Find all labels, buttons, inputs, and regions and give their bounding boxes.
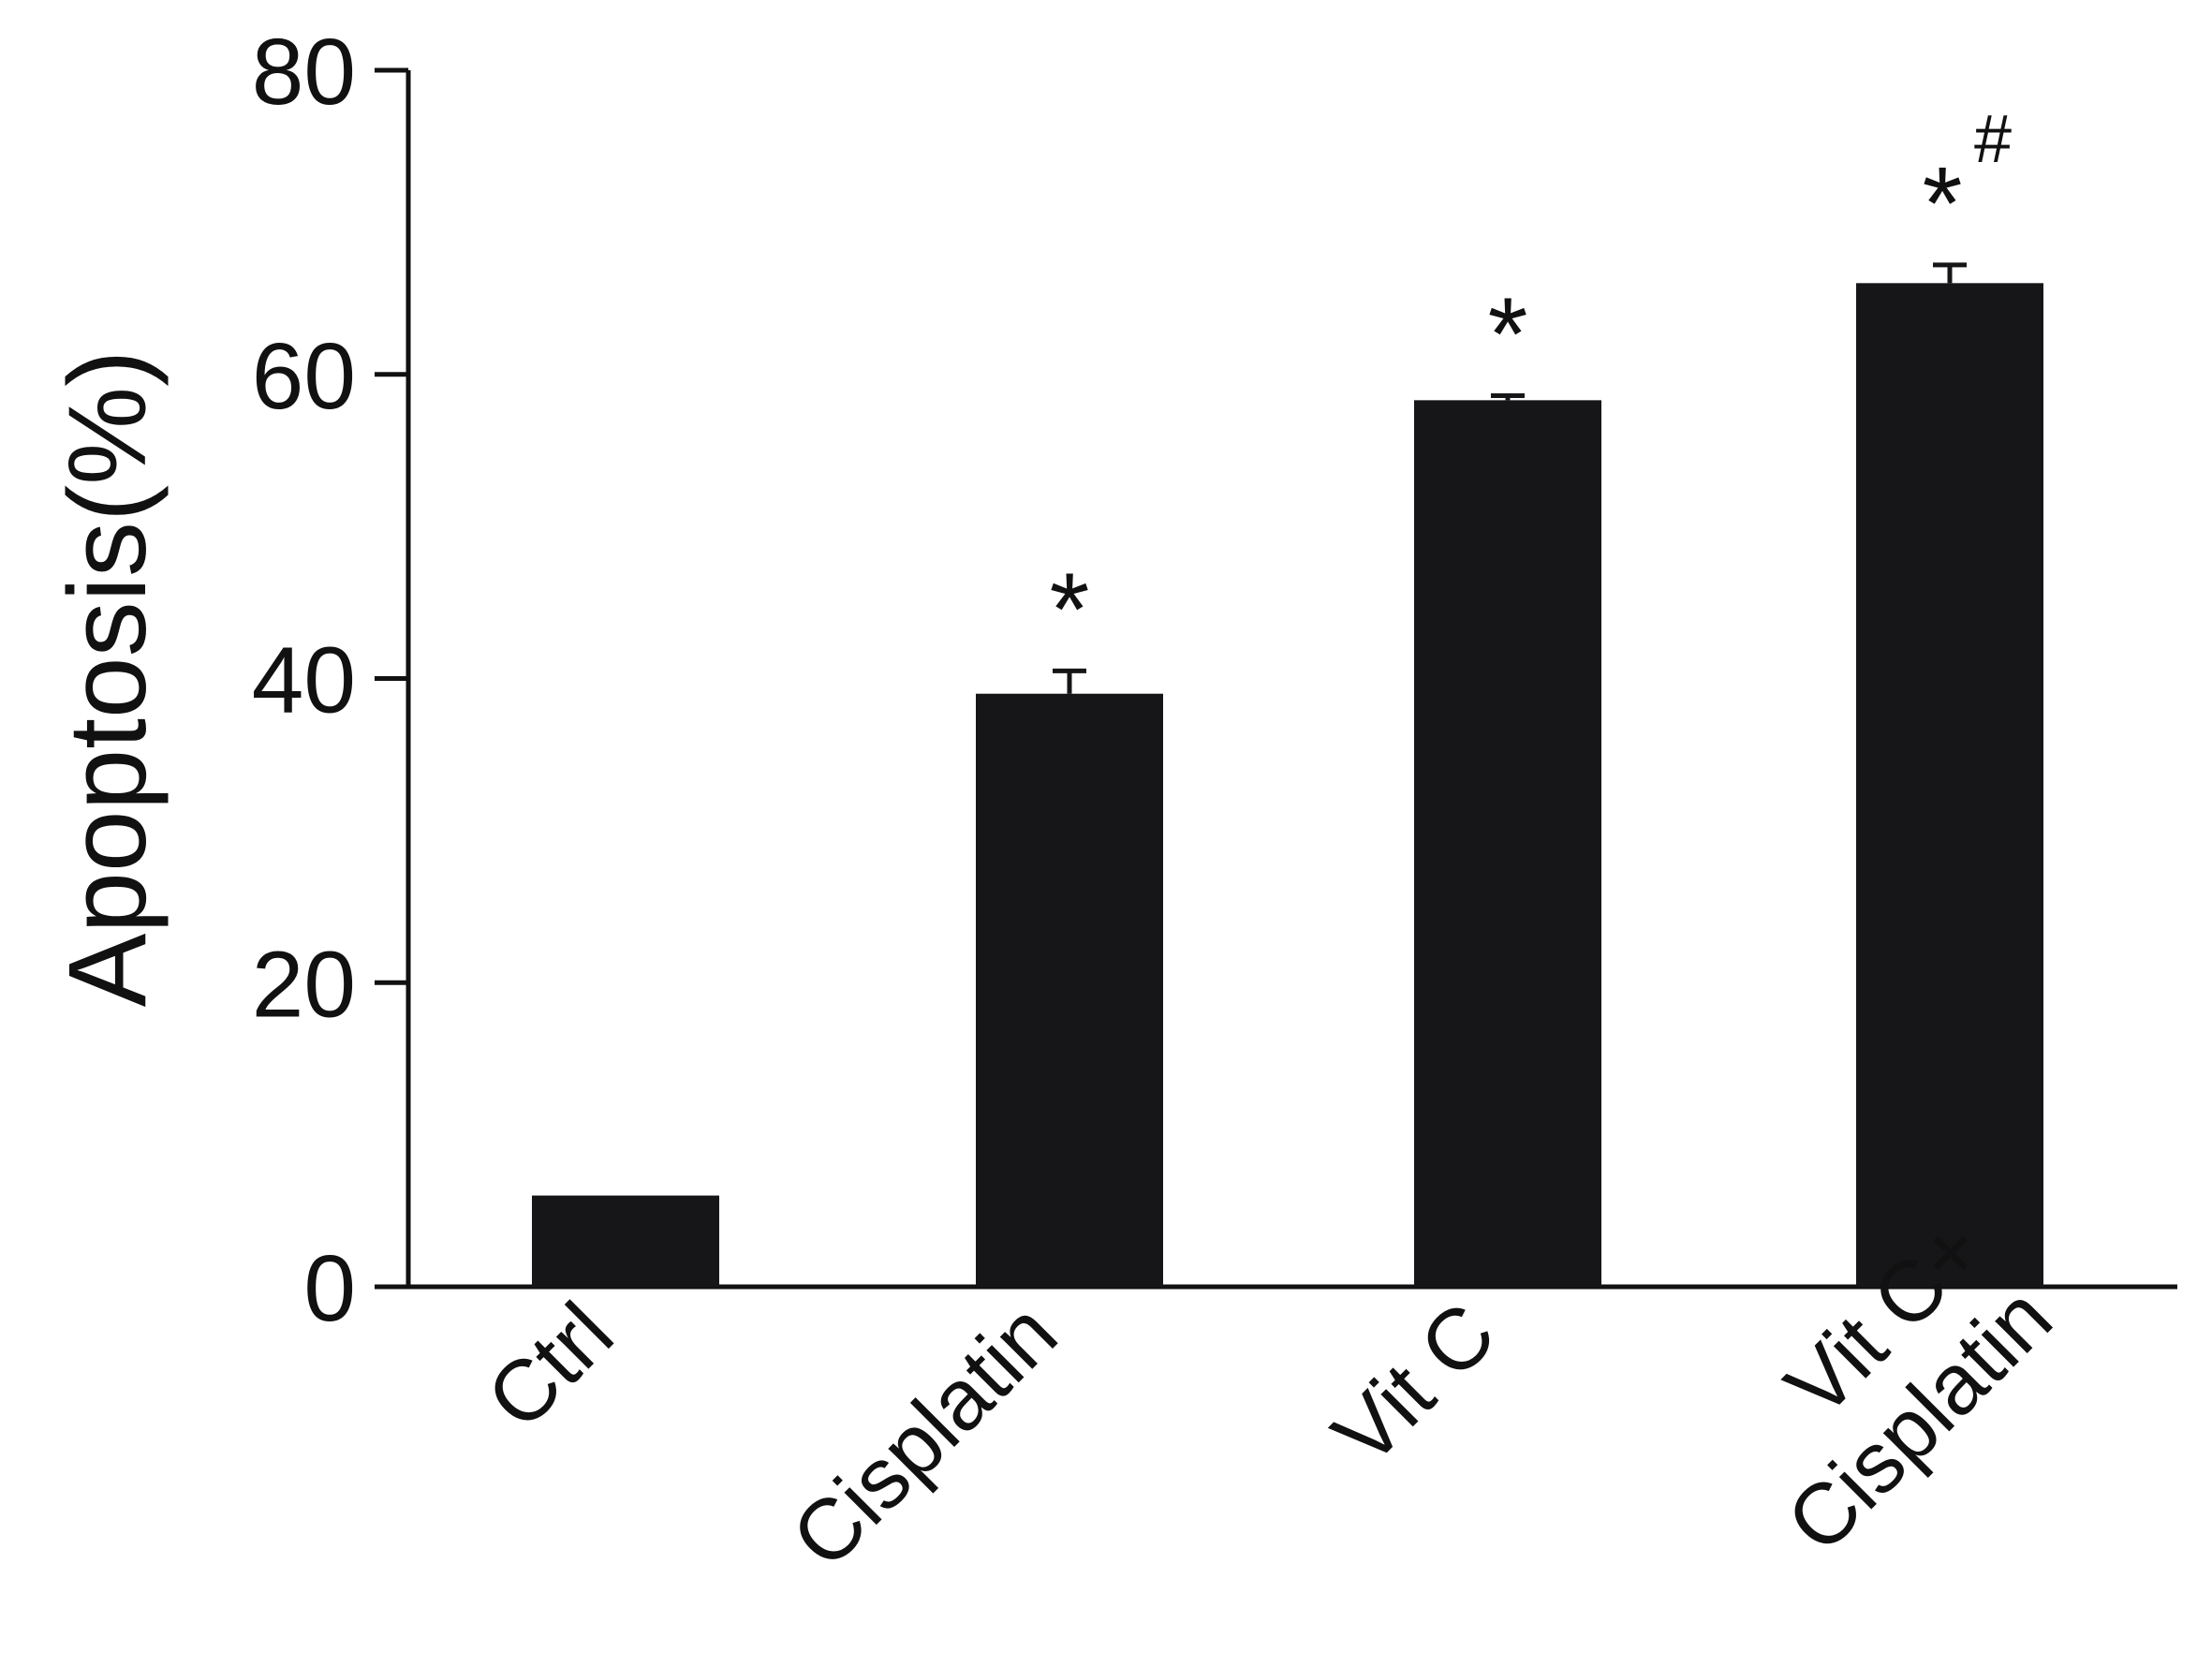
x-tick-label: Ctrl xyxy=(469,1285,631,1447)
x-tick-label: Vit C xyxy=(1315,1285,1513,1483)
y-tick-label: 0 xyxy=(303,1236,356,1341)
bar xyxy=(976,693,1163,1287)
y-axis-title: Apoptosis(%) xyxy=(46,350,170,1008)
y-tick-label: 60 xyxy=(252,324,356,429)
x-tick-label-line: Vit C xyxy=(1315,1285,1513,1483)
bars: ***# xyxy=(532,102,2043,1288)
significance-star: * xyxy=(1050,552,1090,667)
x-tick-label: Cisplatin xyxy=(774,1285,1076,1586)
y-tick-label: 80 xyxy=(252,20,356,125)
y-axis: 0 20 40 60 80 xyxy=(252,20,411,1341)
bar xyxy=(1856,283,2043,1288)
y-tick-label: 20 xyxy=(252,932,356,1037)
significance-star: * xyxy=(1923,146,1963,261)
bar xyxy=(1414,400,1601,1287)
significance-hash: # xyxy=(1974,102,2012,177)
x-tick-label-line: Ctrl xyxy=(469,1285,631,1447)
x-tick-label-line: Cisplatin xyxy=(774,1285,1076,1586)
y-tick-label: 40 xyxy=(252,628,356,733)
significance-star: * xyxy=(1488,276,1528,391)
bar xyxy=(532,1195,719,1287)
